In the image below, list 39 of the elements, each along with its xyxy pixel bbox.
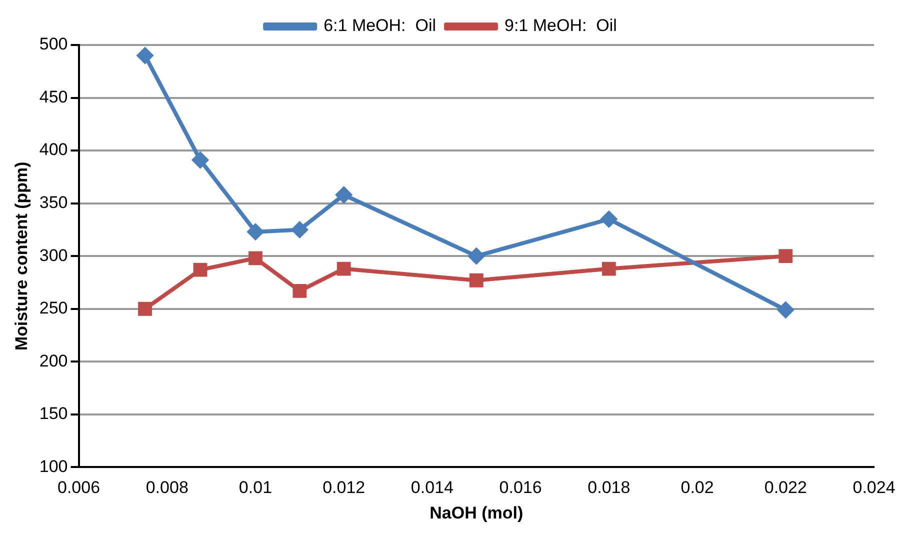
x-tick-label: 0.016 (499, 478, 542, 498)
legend-label: 6:1 MeOH: Oil (324, 16, 436, 36)
x-tick-label: 0.022 (764, 478, 807, 498)
point (193, 262, 208, 277)
point (336, 186, 352, 203)
x-tick-label: 0.012 (322, 478, 366, 498)
x-tick-label: 0.006 (57, 478, 100, 498)
y-tick-label: 250 (39, 298, 68, 318)
point (292, 284, 307, 298)
y-tick-label: 100 (39, 456, 68, 476)
y-tick-label: 300 (39, 246, 68, 265)
point (336, 262, 351, 276)
point (192, 152, 208, 168)
point (468, 248, 484, 264)
point (602, 262, 616, 276)
y-tick-label: 200 (39, 351, 68, 370)
x-tick-label: 0.008 (146, 478, 188, 498)
point (600, 211, 617, 228)
x-axis-title: NaOH (mol) (430, 503, 524, 522)
y-tick-label: 400 (39, 140, 68, 160)
x-tick-label: 0.014 (410, 478, 454, 498)
y-axis-title: Moisture content (ppm) (12, 162, 31, 351)
x-tick-label: 0.024 (852, 478, 896, 498)
point (137, 48, 154, 64)
y-tick-label: 150 (39, 404, 68, 424)
x-tick-label: 0.01 (238, 478, 272, 498)
y-tick-label: 350 (39, 193, 68, 212)
point (248, 251, 262, 266)
point (778, 249, 793, 264)
point (292, 222, 308, 238)
legend-label: 9:1 MeOH: Oil (504, 16, 617, 36)
point (469, 273, 484, 288)
y-tick-label: 450 (39, 87, 68, 106)
point (247, 224, 264, 240)
x-tick-label: 0.018 (588, 478, 630, 498)
x-tick-label: 0.02 (680, 478, 714, 498)
y-tick-label: 500 (39, 34, 68, 54)
point (778, 302, 794, 318)
point (138, 302, 152, 316)
